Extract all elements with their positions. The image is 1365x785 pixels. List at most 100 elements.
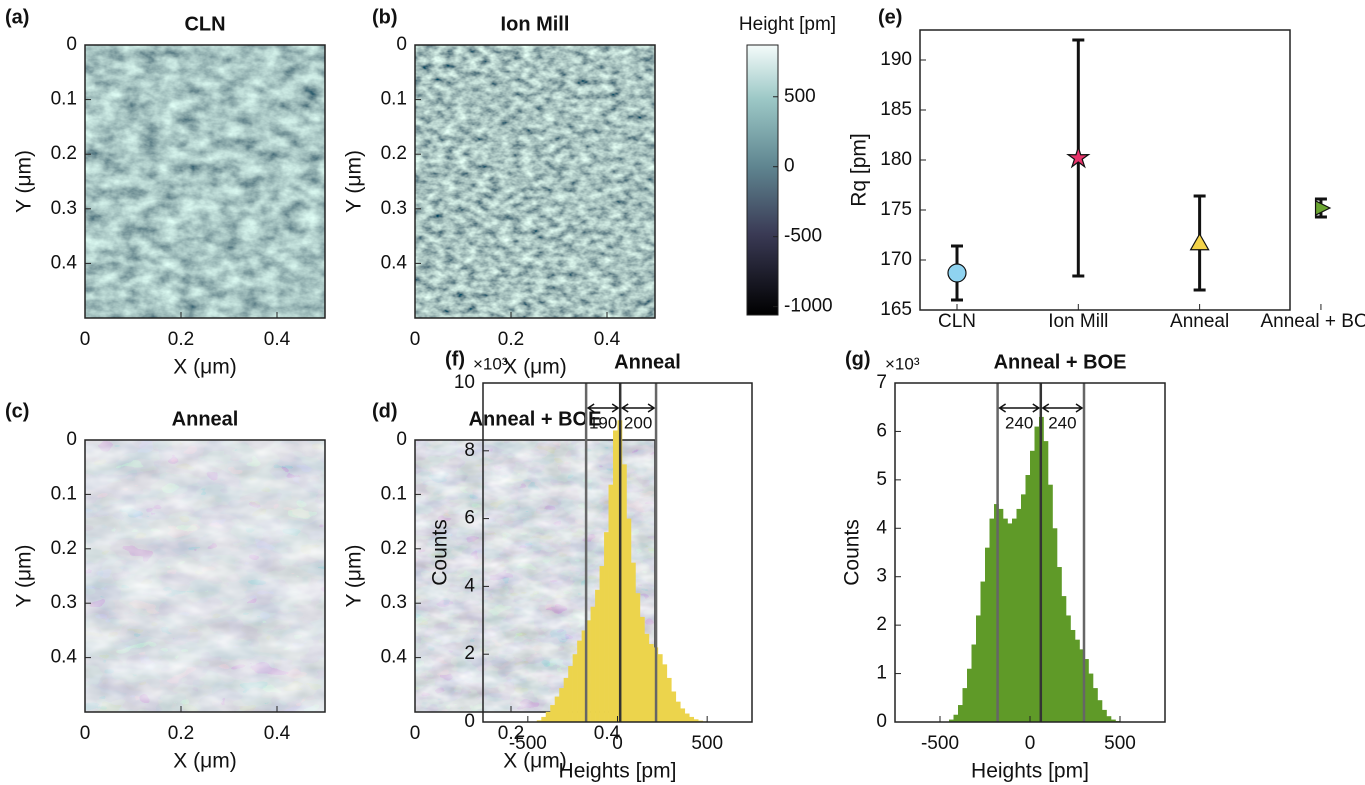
x-tick-label: 0 bbox=[1025, 733, 1036, 754]
width-arrow bbox=[620, 403, 656, 413]
x-tick-label: 0.4 bbox=[264, 329, 291, 350]
y-tick-label: 0.1 bbox=[381, 89, 407, 110]
histogram-bar bbox=[644, 633, 650, 722]
histogram-bar bbox=[630, 562, 636, 722]
panel-label: (c) bbox=[5, 400, 29, 422]
y-tick-label: 4 bbox=[464, 575, 475, 596]
width-annotation: 240 bbox=[1005, 413, 1033, 432]
width-annotation: 240 bbox=[1048, 413, 1076, 432]
x-tick-label: 0.2 bbox=[498, 329, 524, 350]
histogram-bar bbox=[980, 581, 986, 722]
panel-label: (d) bbox=[372, 400, 398, 422]
histogram-bar bbox=[675, 701, 681, 722]
histogram-bar bbox=[693, 719, 699, 722]
x-tick-label: Anneal + BOE bbox=[1260, 311, 1365, 332]
histogram-bar bbox=[689, 716, 695, 722]
histogram-bar bbox=[985, 547, 990, 722]
histogram-bar bbox=[1084, 659, 1089, 722]
y-axis-label: Y (μm) bbox=[343, 150, 366, 213]
x-tick-label: 0.4 bbox=[594, 723, 621, 744]
histogram-bar bbox=[1070, 629, 1076, 722]
x-tick-label: 0.2 bbox=[168, 329, 194, 350]
y-tick-label: 0 bbox=[464, 711, 475, 732]
width-arrow bbox=[586, 403, 620, 413]
x-axis-label: X (μm) bbox=[173, 356, 236, 379]
x-tick-label: 0 bbox=[80, 723, 91, 744]
histogram-bar bbox=[1079, 649, 1085, 722]
histogram-bar bbox=[1106, 716, 1112, 722]
y-axis-label: Counts bbox=[841, 519, 864, 586]
y-tick-label: 0 bbox=[396, 34, 407, 55]
y-tick-label: 7 bbox=[876, 372, 887, 393]
histogram-bar bbox=[1088, 673, 1094, 722]
histogram-bar bbox=[639, 616, 645, 722]
histogram-bar bbox=[1034, 426, 1040, 722]
x-tick-label: 0 bbox=[410, 723, 421, 744]
y-axis-label: Rq [pm] bbox=[848, 133, 871, 207]
y-tick-label: 0.2 bbox=[381, 538, 407, 559]
axes-frame bbox=[84, 439, 326, 713]
histogram-bar bbox=[613, 430, 618, 722]
histogram-bar bbox=[1057, 567, 1062, 722]
marker bbox=[947, 263, 967, 283]
histogram-bar bbox=[635, 593, 641, 722]
histogram-bar bbox=[657, 654, 663, 722]
histogram-bar bbox=[1052, 528, 1058, 722]
histogram-bar bbox=[1061, 596, 1067, 722]
x-tick-label: 500 bbox=[1104, 733, 1136, 754]
histogram-bar bbox=[684, 713, 690, 722]
histogram-bar bbox=[1048, 484, 1053, 722]
histogram-bar bbox=[1097, 700, 1103, 722]
chart-title: Anneal + BOE bbox=[994, 351, 1127, 373]
histogram-bar bbox=[1025, 475, 1031, 722]
histogram-bar bbox=[541, 716, 547, 722]
x-axis-label: X (μm) bbox=[503, 356, 566, 379]
x-tick-label: CLN bbox=[938, 311, 976, 332]
histogram-bar bbox=[1016, 508, 1022, 722]
y-tick-label: 0.2 bbox=[381, 143, 407, 164]
y-tick-label: 0.1 bbox=[381, 483, 407, 504]
y-tick-label: 5 bbox=[876, 469, 887, 490]
x-tick-label: 500 bbox=[691, 733, 723, 754]
colorbar-tick-label: 0 bbox=[784, 156, 795, 177]
histogram-bar bbox=[621, 464, 627, 722]
y-tick-label: 0.3 bbox=[51, 592, 77, 613]
y-tick-label: 4 bbox=[876, 517, 887, 538]
histogram-bar bbox=[599, 566, 605, 722]
x-tick-label: 0 bbox=[80, 329, 91, 350]
y-tick-label: 185 bbox=[880, 99, 912, 120]
histogram-bar bbox=[608, 484, 614, 722]
histogram-bar bbox=[550, 705, 556, 722]
colorbar-tick-label: -500 bbox=[784, 226, 822, 247]
chart-title: CLN bbox=[184, 13, 225, 35]
histogram-bar bbox=[666, 677, 672, 722]
histogram-bar bbox=[949, 719, 954, 722]
histogram-bar bbox=[962, 688, 968, 722]
marker bbox=[1189, 232, 1210, 251]
histogram-bar bbox=[1093, 688, 1098, 722]
x-tick-label: 0.4 bbox=[594, 329, 621, 350]
y-tick-label: 180 bbox=[880, 149, 912, 170]
y-tick-label: 0.2 bbox=[51, 538, 77, 559]
y-tick-label: 165 bbox=[880, 299, 912, 320]
histogram-bar bbox=[568, 666, 573, 722]
y-tick-label: 6 bbox=[876, 420, 887, 441]
colorbar-tick-label: 500 bbox=[784, 86, 816, 107]
y-tick-label: 0 bbox=[66, 429, 77, 450]
width-arrow bbox=[1041, 403, 1084, 413]
histogram-bar bbox=[1003, 518, 1008, 722]
histogram-bar bbox=[1075, 639, 1080, 722]
x-tick-label: Ion Mill bbox=[1048, 311, 1108, 332]
y-multiplier: ×10³ bbox=[473, 354, 508, 373]
afm-image bbox=[415, 45, 655, 318]
x-tick-label: 0.2 bbox=[168, 723, 194, 744]
histogram-bar bbox=[581, 630, 587, 722]
x-axis-label: X (μm) bbox=[173, 750, 236, 773]
afm-image bbox=[85, 440, 325, 712]
histogram-bar bbox=[595, 589, 600, 722]
y-tick-label: 190 bbox=[880, 49, 912, 70]
width-annotation: 190 bbox=[589, 413, 617, 432]
y-tick-label: 0.4 bbox=[381, 252, 408, 273]
histogram-bar bbox=[586, 620, 591, 722]
histogram-bar bbox=[1066, 615, 1071, 722]
